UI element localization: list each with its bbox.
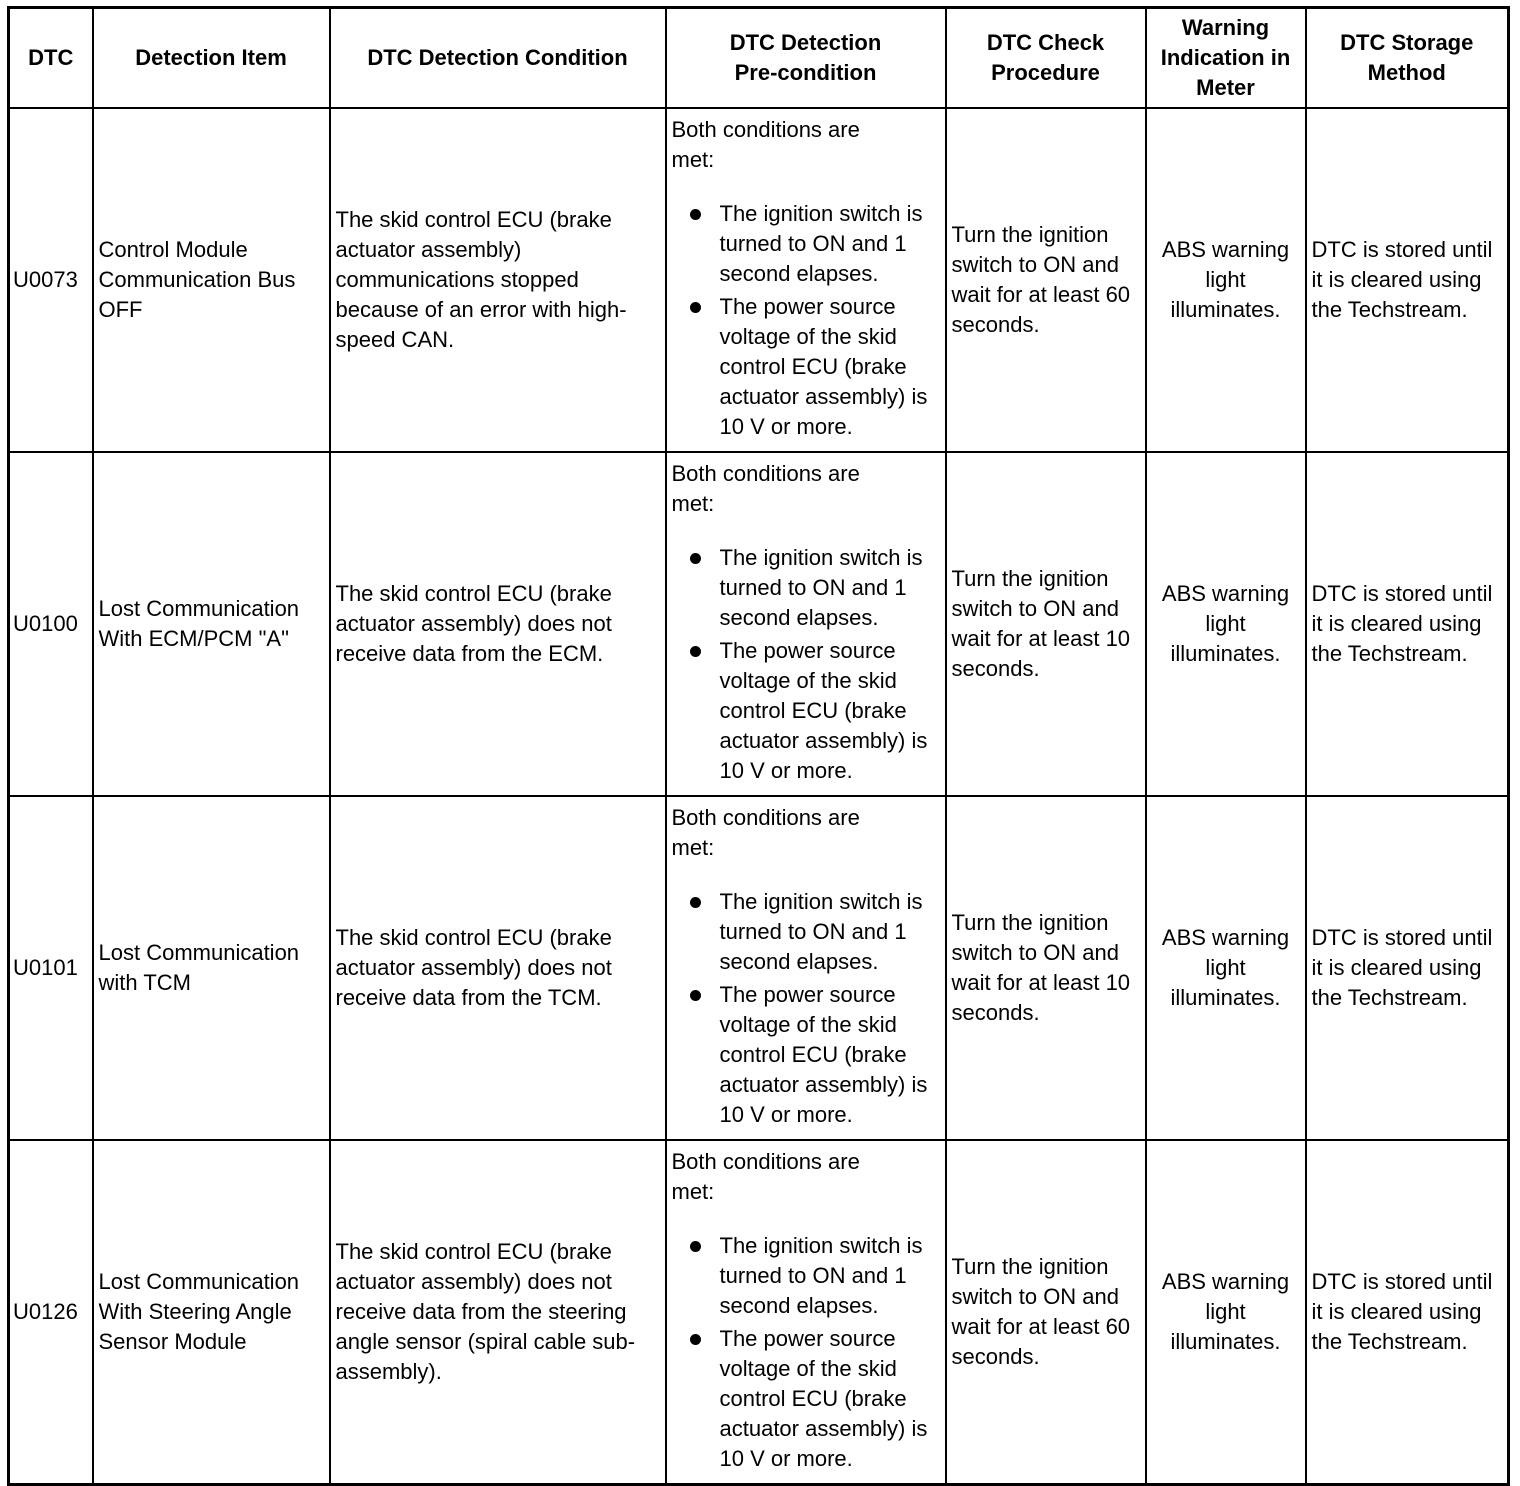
pre-condition: Both conditions are met: The ignition sw… (664, 1139, 947, 1486)
detection-item: Lost Communication with TCM (91, 795, 331, 1141)
table-row: U0100 Lost Communication With ECM/PCM "A… (7, 451, 1510, 797)
header-pre-condition: DTC Detection Pre-condition (664, 6, 947, 109)
storage-method: DTC is stored until it is cleared using … (1304, 451, 1510, 797)
detection-condition: The skid control ECU (brake actuator ass… (328, 451, 667, 797)
dtc-table: DTC Detection Item DTC Detection Conditi… (7, 6, 1510, 1486)
check-procedure: Turn the ignition switch to ON and wait … (944, 451, 1147, 797)
list-item: The ignition switch is turned to ON and … (689, 887, 940, 977)
check-procedure: Turn the ignition switch to ON and wait … (944, 795, 1147, 1141)
detection-item: Lost Communication With ECM/PCM "A" (91, 451, 331, 797)
storage-method: DTC is stored until it is cleared using … (1304, 1139, 1510, 1486)
detection-condition: The skid control ECU (brake actuator ass… (328, 795, 667, 1141)
list-item: The ignition switch is turned to ON and … (689, 199, 940, 289)
list-item: The ignition switch is turned to ON and … (689, 1231, 940, 1321)
table-row: U0073 Control Module Communication Bus O… (7, 107, 1510, 453)
pre-condition: Both conditions are met: The ignition sw… (664, 795, 947, 1141)
detection-item: Lost Communication With Steering Angle S… (91, 1139, 331, 1486)
list-item: The power source voltage of the skid con… (689, 292, 940, 442)
detection-condition: The skid control ECU (brake actuator ass… (328, 107, 667, 453)
pre-condition-list: The ignition switch is turned to ON and … (672, 887, 940, 1130)
warning-indication: ABS warning light illuminates. (1144, 451, 1307, 797)
storage-method: DTC is stored until it is cleared using … (1304, 107, 1510, 453)
dtc-code: U0126 (7, 1139, 94, 1486)
header-detection-condition: DTC Detection Condition (328, 6, 667, 109)
warning-indication: ABS warning light illuminates. (1144, 1139, 1307, 1486)
pre-condition-list: The ignition switch is turned to ON and … (672, 543, 940, 786)
pre-condition-list: The ignition switch is turned to ON and … (672, 199, 940, 442)
dtc-code: U0100 (7, 451, 94, 797)
header-warning-indication: Warning Indication in Meter (1144, 6, 1307, 109)
warning-indication: ABS warning light illuminates. (1144, 795, 1307, 1141)
list-item: The power source voltage of the skid con… (689, 980, 940, 1130)
pre-condition-list: The ignition switch is turned to ON and … (672, 1231, 940, 1474)
dtc-code: U0073 (7, 107, 94, 453)
table-row: U0101 Lost Communication with TCM The sk… (7, 795, 1510, 1141)
warning-indication: ABS warning light illuminates. (1144, 107, 1307, 453)
pre-condition: Both conditions are met: The ignition sw… (664, 107, 947, 453)
list-item: The power source voltage of the skid con… (689, 636, 940, 786)
dtc-code: U0101 (7, 795, 94, 1141)
check-procedure: Turn the ignition switch to ON and wait … (944, 1139, 1147, 1486)
table-row: U0126 Lost Communication With Steering A… (7, 1139, 1510, 1486)
detection-condition: The skid control ECU (brake actuator ass… (328, 1139, 667, 1486)
pre-condition: Both conditions are met: The ignition sw… (664, 451, 947, 797)
list-item: The ignition switch is turned to ON and … (689, 543, 940, 633)
header-row: DTC Detection Item DTC Detection Conditi… (7, 6, 1510, 109)
header-dtc: DTC (7, 6, 94, 109)
list-item: The power source voltage of the skid con… (689, 1324, 940, 1474)
header-detection-item: Detection Item (91, 6, 331, 109)
pre-condition-intro: Both conditions are met: (671, 805, 860, 860)
pre-condition-intro: Both conditions are met: (671, 461, 860, 516)
detection-item: Control Module Communication Bus OFF (91, 107, 331, 453)
pre-condition-intro: Both conditions are met: (671, 1149, 860, 1204)
header-check-procedure: DTC Check Procedure (944, 6, 1147, 109)
header-storage-method: DTC Storage Method (1304, 6, 1510, 109)
storage-method: DTC is stored until it is cleared using … (1304, 795, 1510, 1141)
check-procedure: Turn the ignition switch to ON and wait … (944, 107, 1147, 453)
pre-condition-intro: Both conditions are met: (671, 117, 860, 172)
